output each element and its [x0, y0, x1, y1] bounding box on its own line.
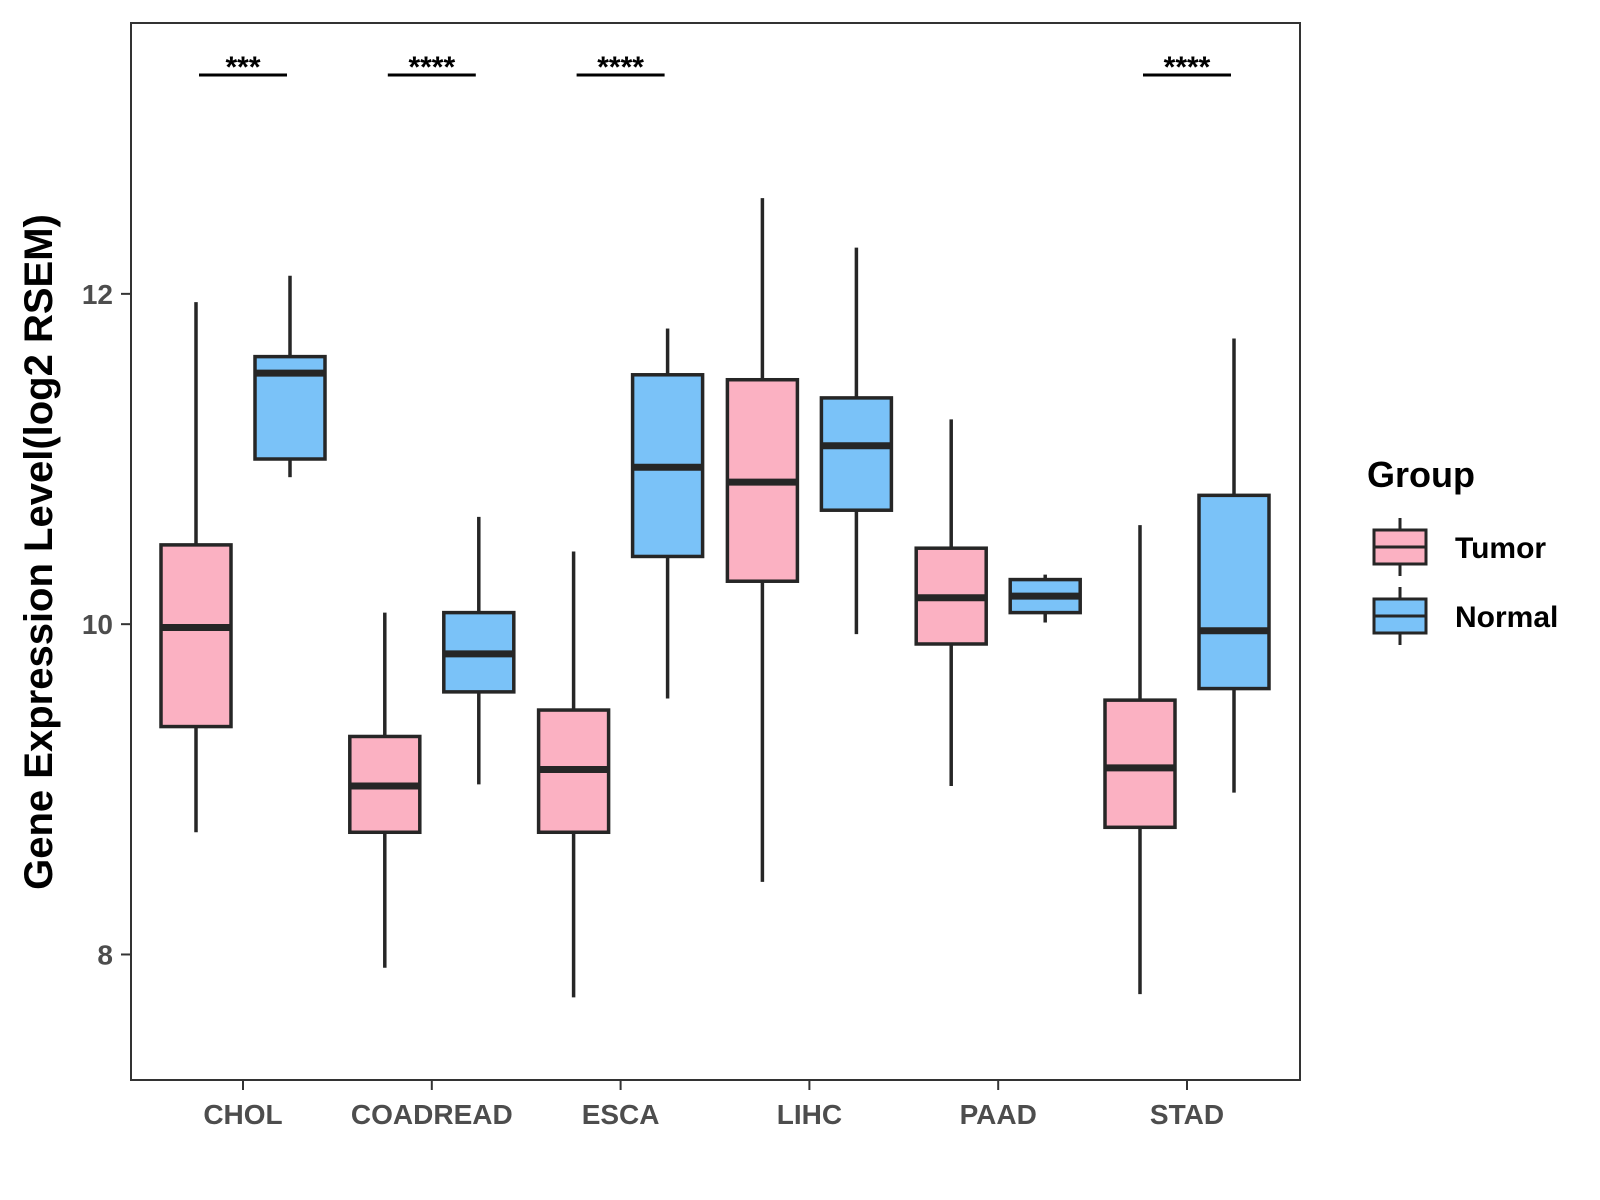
legend-title: Group	[1367, 454, 1475, 495]
box-body	[159, 543, 233, 729]
y-axis-title: Gene Expression Level(log2 RSEM)	[17, 214, 61, 890]
box-chol-normal	[253, 275, 327, 478]
box-body	[819, 396, 894, 512]
y-tick-label: 8	[97, 939, 113, 970]
box-chol-tumor	[159, 302, 233, 833]
box-paad-normal	[1008, 574, 1082, 623]
box-body	[1103, 698, 1177, 830]
significance-label-chol: ***	[225, 51, 260, 84]
panel-border	[130, 22, 1301, 1081]
x-tick-label-stad: STAD	[1150, 1099, 1224, 1130]
legend-entry-normal: Normal	[1372, 587, 1558, 645]
legend-label-tumor: Tumor	[1455, 532, 1546, 565]
y-tick-label: 12	[82, 279, 113, 310]
x-tick-label-esca: ESCA	[582, 1099, 660, 1130]
box-coadread-normal	[442, 516, 516, 785]
y-tick-label: 10	[82, 609, 113, 640]
box-lihc-normal	[819, 247, 894, 635]
box-paad-tumor	[914, 419, 988, 787]
significance-label-stad: ****	[1164, 51, 1211, 84]
significance-label-coadread: ****	[408, 51, 455, 84]
box-esca-tumor	[536, 551, 611, 998]
box-esca-normal	[630, 328, 705, 699]
x-tick-label-paad: PAAD	[960, 1099, 1037, 1130]
significance-label-esca: ****	[597, 51, 644, 84]
box-stad-normal	[1197, 338, 1271, 793]
legend-label-normal: Normal	[1455, 601, 1558, 634]
legend: Tumor Normal	[1372, 518, 1558, 645]
x-tick-label-chol: CHOL	[203, 1099, 282, 1130]
box-coadread-tumor	[348, 612, 422, 968]
x-tick-label-lihc: LIHC	[777, 1099, 842, 1130]
x-tick-label-coadread: COADREAD	[351, 1099, 513, 1130]
box-stad-tumor	[1103, 525, 1177, 995]
box-lihc-tumor	[725, 198, 800, 882]
legend-entry-tumor: Tumor	[1372, 518, 1546, 576]
box-body	[1197, 493, 1271, 691]
